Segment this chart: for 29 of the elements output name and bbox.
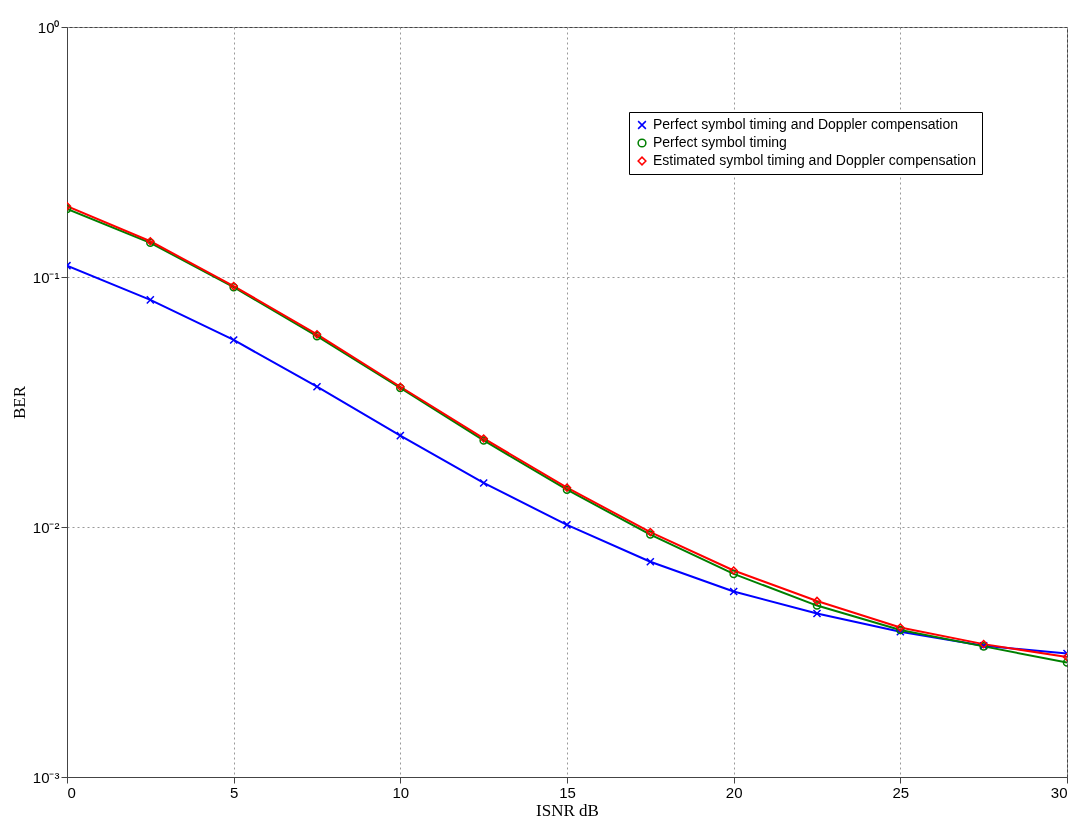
point <box>812 596 822 606</box>
legend-label: Estimated symbol timing and Doppler compensation <box>653 152 976 168</box>
point <box>312 382 322 392</box>
y-axis-title: BER <box>9 385 29 420</box>
y-tick-label: 10⁻² <box>32 518 60 536</box>
point <box>562 520 572 530</box>
point <box>479 478 488 488</box>
point <box>646 557 655 567</box>
point <box>812 601 822 610</box>
x-tick-label: 20 <box>725 783 743 801</box>
x-tick-label: 25 <box>892 783 910 801</box>
point <box>729 587 738 596</box>
x-tick-label: 10 <box>392 783 410 801</box>
legend-label: Perfect symbol timing and Doppler compensation <box>653 116 959 132</box>
y-tick-label: 10⁻³ <box>32 768 60 786</box>
x-axis-title: ISNR dB <box>536 800 599 820</box>
point <box>812 609 822 618</box>
point <box>396 431 405 440</box>
legend-label: Perfect symbol timing <box>653 134 787 150</box>
point <box>146 295 155 305</box>
x-tick-label: 0 <box>67 783 76 801</box>
y-tick-label: 10⁰ <box>37 18 60 36</box>
x-tick-label: 5 <box>229 783 239 801</box>
point <box>729 566 738 575</box>
point <box>729 569 738 579</box>
x-tick-label: 15 <box>559 783 576 801</box>
x-tick-label: 30 <box>1050 783 1068 801</box>
point <box>229 335 238 345</box>
y-tick-label: 10⁻¹ <box>32 268 60 286</box>
